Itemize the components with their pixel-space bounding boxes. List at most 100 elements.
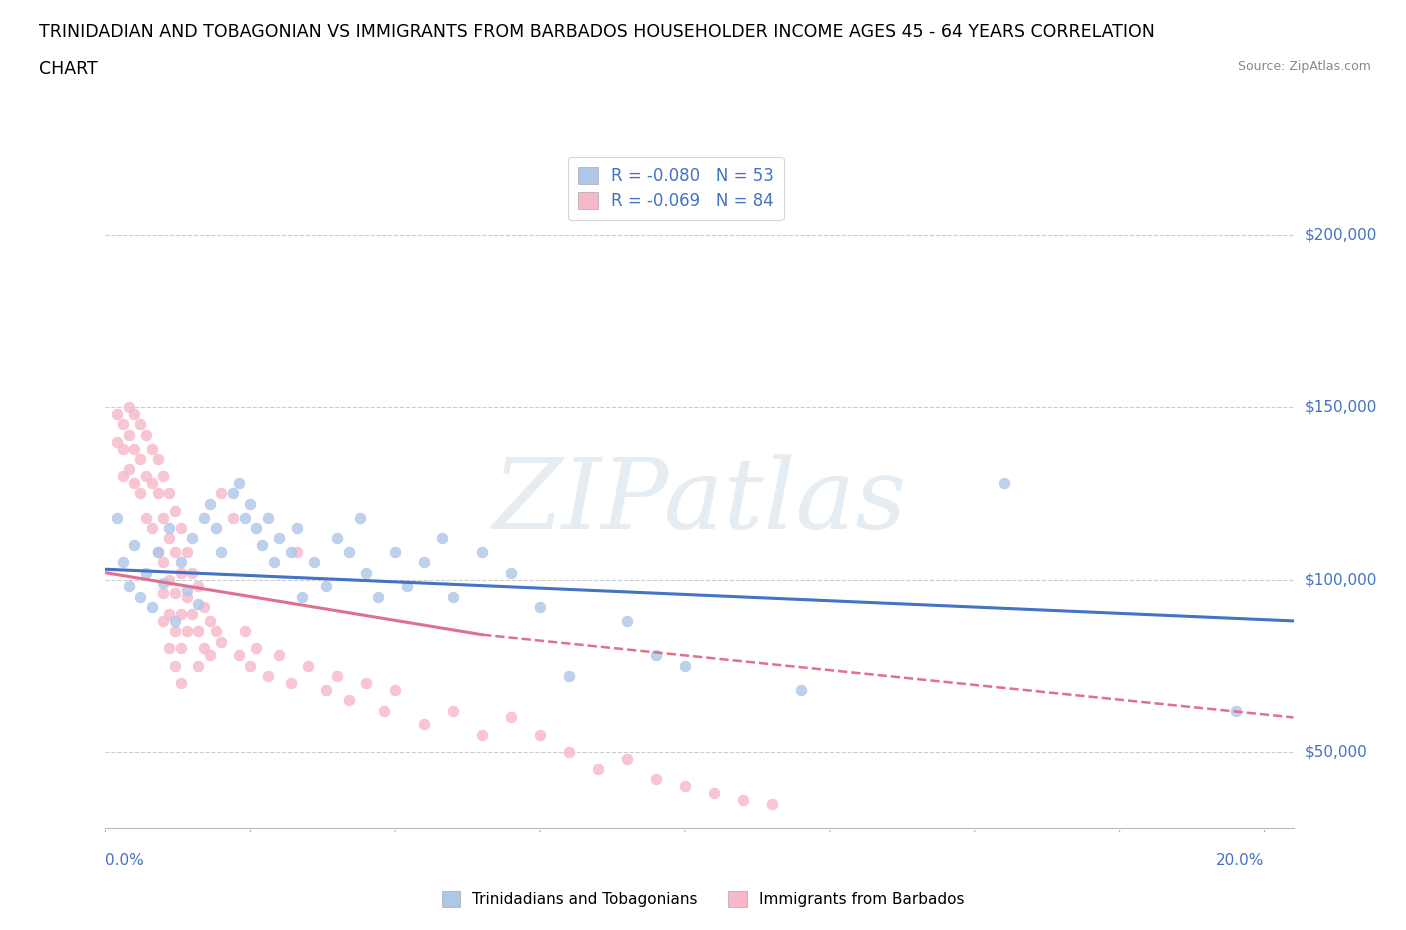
Point xyxy=(326,669,349,684)
Point xyxy=(124,406,146,421)
Point xyxy=(703,786,725,801)
Point xyxy=(373,703,395,718)
Point xyxy=(285,545,308,560)
Point xyxy=(105,510,128,525)
Point xyxy=(157,641,180,656)
Point xyxy=(204,521,226,536)
Point xyxy=(187,658,209,673)
Text: $200,000: $200,000 xyxy=(1305,228,1376,243)
Point xyxy=(157,531,180,546)
Point xyxy=(135,469,157,484)
Point xyxy=(181,531,204,546)
Point xyxy=(117,400,139,415)
Point xyxy=(1225,703,1247,718)
Point xyxy=(256,510,278,525)
Point xyxy=(367,590,389,604)
Point xyxy=(269,531,291,546)
Point xyxy=(413,555,436,570)
Point xyxy=(141,475,163,490)
Point xyxy=(170,521,193,536)
Point xyxy=(146,545,169,560)
Legend: Trinidadians and Tobagonians, Immigrants from Barbados: Trinidadians and Tobagonians, Immigrants… xyxy=(436,884,970,913)
Point xyxy=(111,555,134,570)
Point xyxy=(285,521,308,536)
Point xyxy=(413,717,436,732)
Point xyxy=(471,545,494,560)
Point xyxy=(152,576,174,591)
Point xyxy=(291,590,314,604)
Point xyxy=(209,634,232,649)
Point xyxy=(245,641,267,656)
Point xyxy=(193,641,215,656)
Point xyxy=(163,614,186,629)
Point xyxy=(269,648,291,663)
Point xyxy=(616,614,638,629)
Point xyxy=(645,772,668,787)
Point xyxy=(117,579,139,594)
Point xyxy=(163,586,186,601)
Point xyxy=(163,545,186,560)
Point xyxy=(170,641,193,656)
Point xyxy=(993,475,1015,490)
Point xyxy=(529,600,551,615)
Point xyxy=(558,669,581,684)
Point xyxy=(256,669,278,684)
Point xyxy=(111,441,134,456)
Point xyxy=(129,486,152,501)
Point xyxy=(250,538,273,552)
Point xyxy=(181,606,204,621)
Text: TRINIDADIAN AND TOBAGONIAN VS IMMIGRANTS FROM BARBADOS HOUSEHOLDER INCOME AGES 4: TRINIDADIAN AND TOBAGONIAN VS IMMIGRANTS… xyxy=(39,23,1156,41)
Point xyxy=(146,545,169,560)
Point xyxy=(233,510,256,525)
Point xyxy=(761,796,783,811)
Point xyxy=(176,590,198,604)
Point xyxy=(430,531,453,546)
Point xyxy=(233,624,256,639)
Point xyxy=(471,727,494,742)
Point xyxy=(152,555,174,570)
Point xyxy=(315,683,337,698)
Point xyxy=(337,545,360,560)
Text: ZIPatlas: ZIPatlas xyxy=(492,454,907,550)
Point xyxy=(441,703,464,718)
Point xyxy=(141,521,163,536)
Point xyxy=(501,565,523,580)
Text: 0.0%: 0.0% xyxy=(105,853,145,868)
Point xyxy=(337,693,360,708)
Point xyxy=(302,555,325,570)
Point xyxy=(297,658,319,673)
Point xyxy=(181,565,204,580)
Point xyxy=(354,565,377,580)
Text: 20.0%: 20.0% xyxy=(1216,853,1264,868)
Point xyxy=(135,565,157,580)
Point xyxy=(176,624,198,639)
Point xyxy=(222,510,245,525)
Text: $150,000: $150,000 xyxy=(1305,400,1376,415)
Point xyxy=(790,683,813,698)
Point xyxy=(501,710,523,724)
Point xyxy=(673,779,696,794)
Point xyxy=(157,521,180,536)
Point xyxy=(117,428,139,443)
Point xyxy=(124,441,146,456)
Point xyxy=(209,545,232,560)
Point xyxy=(124,475,146,490)
Point xyxy=(152,586,174,601)
Point xyxy=(146,486,169,501)
Point xyxy=(170,565,193,580)
Point xyxy=(384,683,406,698)
Point xyxy=(395,579,418,594)
Point xyxy=(193,600,215,615)
Point xyxy=(135,428,157,443)
Legend: R = -0.080   N = 53, R = -0.069   N = 84: R = -0.080 N = 53, R = -0.069 N = 84 xyxy=(568,157,783,220)
Point xyxy=(157,572,180,587)
Point xyxy=(245,521,267,536)
Point xyxy=(280,675,302,690)
Point xyxy=(152,510,174,525)
Point xyxy=(198,497,221,512)
Point xyxy=(105,406,128,421)
Point xyxy=(124,538,146,552)
Point xyxy=(187,624,209,639)
Point xyxy=(204,624,226,639)
Point xyxy=(141,441,163,456)
